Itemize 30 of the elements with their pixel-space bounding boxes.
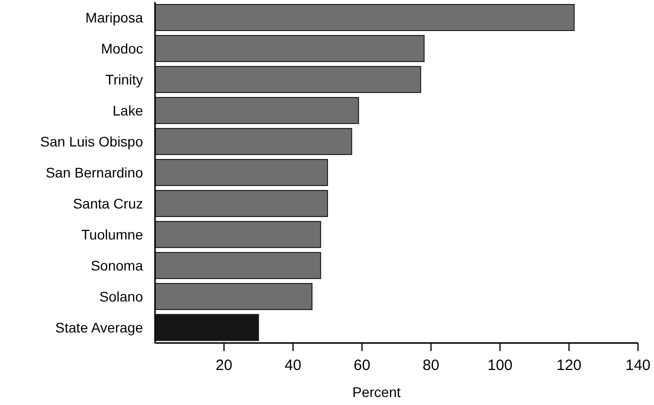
x-tick-label: 40 (284, 357, 302, 374)
bar (154, 158, 328, 186)
x-axis-title: Percent (352, 384, 401, 400)
bar (154, 282, 312, 310)
x-tick-label: 20 (216, 357, 232, 374)
y-tick-label: Santa Cruz (72, 195, 143, 212)
y-tick-label: Solano (99, 288, 144, 304)
y-tick-label: State Average (55, 319, 144, 336)
bar (154, 4, 575, 32)
bar (154, 252, 322, 280)
bar (154, 190, 328, 218)
x-tick-label: 120 (556, 357, 582, 374)
y-tick-label: Lake (112, 102, 144, 118)
x-tick-label: 60 (354, 357, 370, 374)
y-tick-label: Tuolumne (81, 226, 144, 242)
x-tick-label: 80 (422, 357, 440, 374)
bar (154, 66, 422, 94)
y-tick-label: Trinity (105, 71, 143, 88)
y-tick-label: Sonoma (90, 257, 144, 274)
bar (154, 96, 360, 124)
y-tick-label: San Bernardino (46, 164, 144, 180)
x-tick-label: 140 (625, 357, 651, 374)
y-tick-label: Modoc (100, 40, 143, 56)
y-tick-label: Mariposa (85, 9, 144, 26)
bar (154, 34, 425, 62)
bar (154, 220, 322, 248)
bar (154, 314, 259, 342)
x-tick-label: 100 (487, 357, 513, 374)
bar (154, 128, 352, 156)
y-tick-label: San Luis Obispo (40, 133, 144, 150)
